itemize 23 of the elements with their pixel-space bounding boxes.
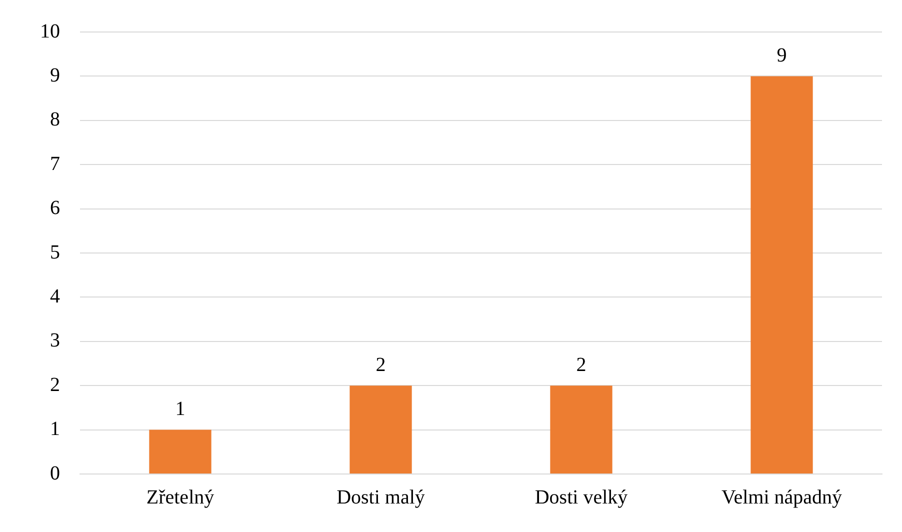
x-tick-label: Zřetelný <box>146 486 214 508</box>
x-tick-label: Dosti velký <box>534 486 628 508</box>
bar <box>750 76 813 474</box>
data-label: 9 <box>776 44 787 66</box>
y-tick-label: 9 <box>50 64 60 86</box>
bar <box>149 430 212 474</box>
y-tick-label: 8 <box>50 108 60 131</box>
data-label: 2 <box>576 354 586 376</box>
y-tick-label: 0 <box>50 462 60 484</box>
y-tick-label: 3 <box>50 330 60 352</box>
data-label: 1 <box>175 398 186 420</box>
y-tick-label: 4 <box>50 285 60 308</box>
y-tick-label: 7 <box>50 152 60 175</box>
bar <box>350 386 412 474</box>
bar <box>550 386 612 474</box>
y-tick-label: 2 <box>50 374 60 396</box>
y-tick-label: 1 <box>50 418 60 440</box>
x-tick-label: Velmi nápadný <box>721 486 842 508</box>
y-tick-label: 5 <box>50 241 60 264</box>
data-label: 2 <box>376 354 386 376</box>
y-tick-label: 6 <box>50 197 60 220</box>
x-tick-label: Dosti malý <box>336 486 425 508</box>
y-tick-label: 10 <box>40 20 60 42</box>
